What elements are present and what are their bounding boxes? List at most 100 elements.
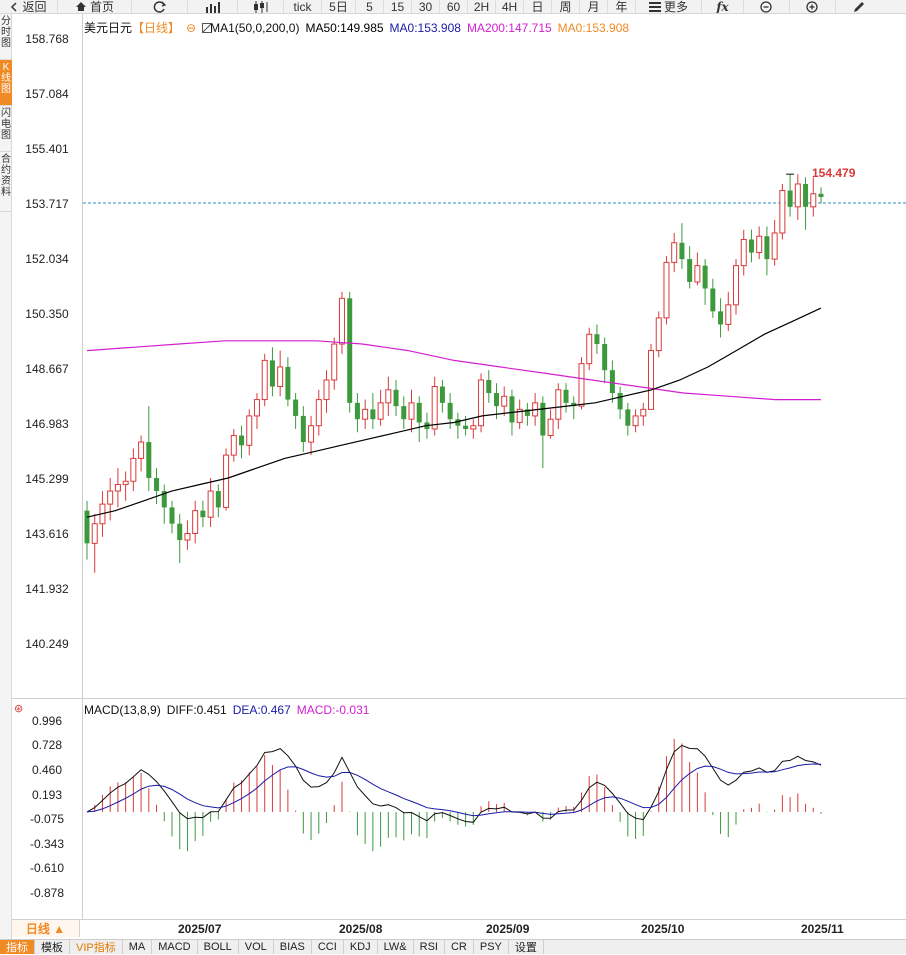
period-day[interactable]: 日 bbox=[524, 0, 552, 13]
candle-body bbox=[810, 193, 817, 208]
back-label: 返回 bbox=[22, 0, 47, 14]
ma200-line bbox=[86, 340, 821, 401]
refresh-button[interactable] bbox=[132, 0, 188, 13]
tab-ma[interactable]: MA bbox=[123, 940, 153, 954]
macd-tick: -0.343 bbox=[29, 837, 65, 851]
candle-body bbox=[594, 334, 600, 345]
tab-macd[interactable]: MACD bbox=[152, 940, 198, 954]
candle-body bbox=[261, 359, 268, 401]
candle-body bbox=[764, 236, 770, 260]
candle-body bbox=[207, 490, 214, 518]
ma200-value: MA200:147.715 bbox=[466, 21, 552, 35]
tab-rsi[interactable]: RSI bbox=[414, 940, 445, 954]
period-15min[interactable]: 15 bbox=[384, 0, 412, 13]
pane-separator bbox=[12, 698, 906, 699]
back-arrow-icon bbox=[10, 1, 20, 12]
candle-body bbox=[725, 304, 732, 325]
tab-bias[interactable]: BIAS bbox=[274, 940, 312, 954]
candle-body bbox=[239, 435, 245, 446]
candle-body bbox=[733, 265, 740, 306]
symbol-name: 美元日元 bbox=[84, 21, 133, 35]
draw-tool-button[interactable] bbox=[836, 0, 882, 13]
candle-body bbox=[663, 261, 670, 319]
candle-body bbox=[547, 418, 554, 437]
tab-template[interactable]: 模板 bbox=[35, 940, 70, 954]
tab-kline[interactable]: K线图 bbox=[0, 60, 12, 106]
tab-cci[interactable]: CCI bbox=[312, 940, 344, 954]
tab-vol[interactable]: VOL bbox=[239, 940, 274, 954]
indicator-function-button[interactable]: fx bbox=[702, 0, 744, 13]
period-5day[interactable]: 5日 bbox=[322, 0, 356, 13]
candle-body bbox=[571, 402, 577, 407]
period-selector[interactable]: 日线 ▲ bbox=[12, 920, 80, 937]
tab-timeshare[interactable]: 分时图 bbox=[0, 14, 12, 60]
period-year[interactable]: 年 bbox=[608, 0, 636, 13]
candle-body bbox=[184, 533, 191, 541]
tab-flash[interactable]: 闪电图 bbox=[0, 106, 12, 152]
candle-body bbox=[516, 408, 523, 423]
candle-body bbox=[478, 379, 485, 427]
menu-icon bbox=[648, 1, 661, 12]
candle-body bbox=[277, 366, 284, 388]
candle-body bbox=[648, 350, 655, 410]
more-button[interactable]: 更多 bbox=[636, 0, 702, 13]
candle-body bbox=[493, 393, 499, 407]
period-4h[interactable]: 4H bbox=[496, 0, 524, 13]
settings-icon[interactable]: ⊖ bbox=[186, 21, 197, 35]
tab-indicator[interactable]: 指标 bbox=[0, 940, 35, 954]
axis-divider bbox=[82, 14, 83, 919]
zoom-out-button[interactable] bbox=[744, 0, 790, 13]
candle-body bbox=[331, 343, 338, 381]
candle-body bbox=[354, 402, 360, 420]
candle-style-button[interactable] bbox=[238, 0, 284, 13]
tab-cr[interactable]: CR bbox=[445, 940, 474, 954]
tab-contract-info[interactable]: 合约资料 bbox=[0, 152, 12, 212]
home-button[interactable]: 首页 bbox=[58, 0, 132, 13]
price-tick: 145.299 bbox=[25, 472, 69, 486]
tab-kdj[interactable]: KDJ bbox=[344, 940, 378, 954]
period-month[interactable]: 月 bbox=[580, 0, 608, 13]
back-button[interactable]: 返回 bbox=[0, 0, 58, 14]
tab-boll[interactable]: BOLL bbox=[198, 940, 239, 954]
candle-body bbox=[718, 311, 724, 325]
chart-type-button[interactable] bbox=[188, 0, 238, 13]
period-60min[interactable]: 60 bbox=[440, 0, 468, 13]
period-week[interactable]: 周 bbox=[552, 0, 580, 13]
candle-body bbox=[463, 425, 469, 429]
date-axis: 2025/07 2025/08 2025/09 2025/10 2025/11 bbox=[12, 919, 906, 938]
candle-body bbox=[146, 442, 152, 478]
candle-body bbox=[439, 386, 445, 403]
candle-body bbox=[756, 235, 763, 254]
macd-dea-line bbox=[86, 763, 822, 817]
candle-body bbox=[748, 239, 754, 253]
ma-toggle-icon[interactable] bbox=[202, 23, 213, 33]
tab-settings[interactable]: 设置 bbox=[509, 940, 544, 954]
ma50-line bbox=[86, 307, 822, 518]
candle-body bbox=[787, 190, 793, 207]
candle-body bbox=[501, 395, 508, 407]
home-icon bbox=[75, 1, 87, 12]
candle-body bbox=[370, 409, 376, 420]
tab-vip-indicator[interactable]: VIP指标 bbox=[70, 940, 123, 954]
price-tick: 141.932 bbox=[25, 582, 69, 596]
candle-body bbox=[671, 242, 678, 263]
tab-psy[interactable]: PSY bbox=[474, 940, 509, 954]
macd-dea: DEA:0.467 bbox=[232, 703, 291, 717]
period-2h[interactable]: 2H bbox=[468, 0, 496, 13]
period-tag[interactable]: 【日线】 bbox=[132, 21, 181, 35]
tab-lw[interactable]: LW& bbox=[378, 940, 414, 954]
candle-body bbox=[154, 477, 160, 492]
macd-settings-icon[interactable]: ⊛ bbox=[14, 703, 24, 715]
candle-body bbox=[632, 415, 639, 427]
candle-body bbox=[362, 408, 369, 420]
candle-body bbox=[293, 399, 299, 416]
price-tick: 153.717 bbox=[25, 197, 69, 211]
candle-body bbox=[771, 232, 778, 260]
zoom-in-button[interactable] bbox=[790, 0, 836, 13]
period-5min[interactable]: 5 bbox=[356, 0, 384, 13]
indicator-tab-bar: 指标 模板 VIP指标 MA MACD BOLL VOL BIAS CCI KD… bbox=[0, 939, 906, 954]
candle-body bbox=[215, 491, 221, 508]
tick-button[interactable]: tick bbox=[284, 0, 322, 13]
period-30min[interactable]: 30 bbox=[412, 0, 440, 13]
